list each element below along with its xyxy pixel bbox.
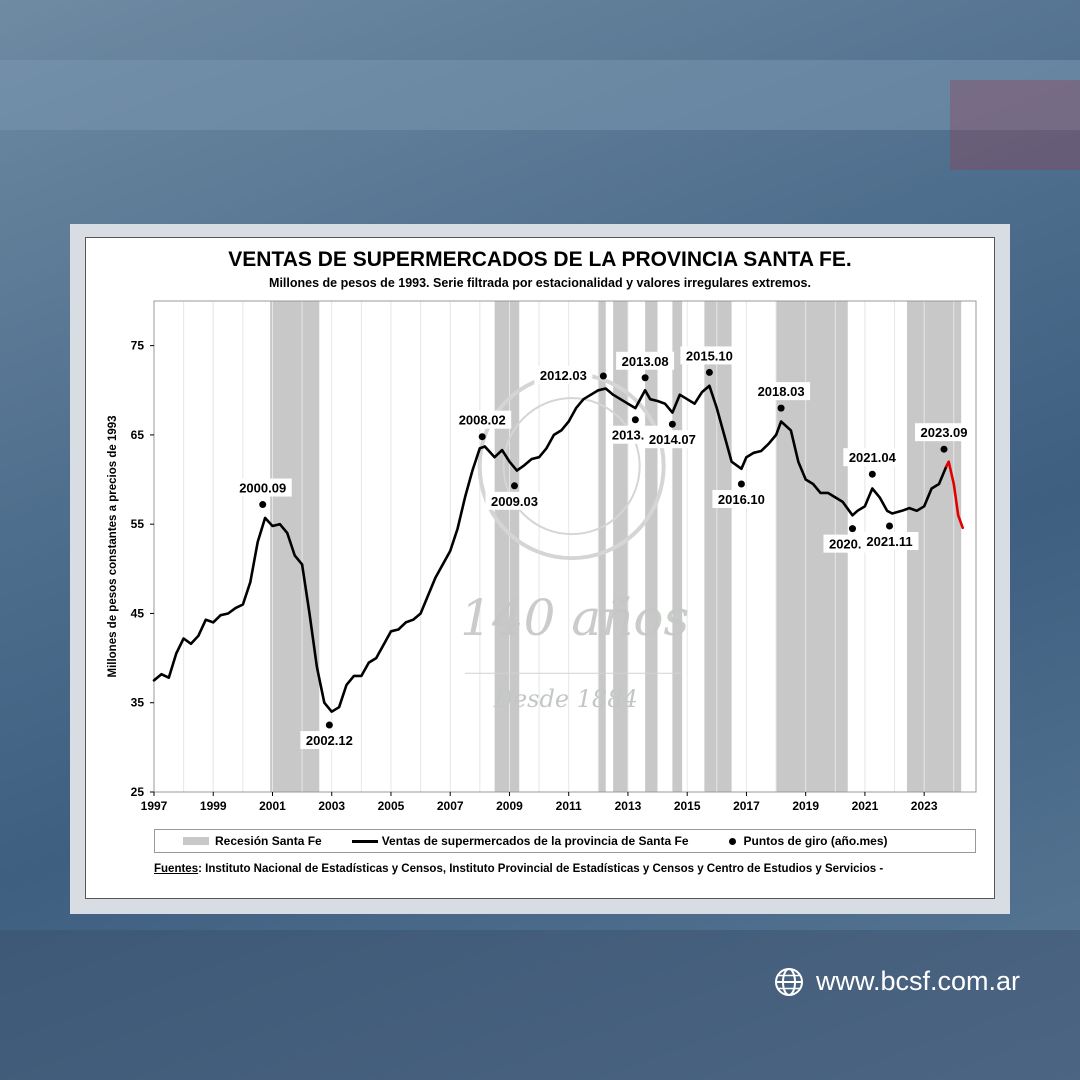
chart-sources: Fuentes: Instituto Nacional de Estadísti… <box>154 863 883 875</box>
y-tick-label: 35 <box>131 696 145 710</box>
turning-point-label: 2013.08 <box>622 354 669 369</box>
turning-point-dot <box>478 433 486 441</box>
turning-point-label: 2000.09 <box>239 481 286 496</box>
recession-band <box>494 301 520 792</box>
x-tick-label: 2023 <box>911 799 938 813</box>
x-tick-label: 2013 <box>615 799 642 813</box>
recession-band <box>598 301 606 792</box>
legend-recession-swatch <box>183 837 209 845</box>
sources-label: Fuentes <box>154 863 199 875</box>
background-cart-band <box>0 930 1080 1080</box>
x-tick-label: 2001 <box>259 799 286 813</box>
turning-point-label: 2012.03 <box>540 368 587 383</box>
recession-band <box>270 301 320 792</box>
watermark-since: Desde 1884 <box>493 685 638 713</box>
x-tick-label: 2021 <box>852 799 879 813</box>
turning-point-label: 2018.03 <box>758 384 805 399</box>
turning-point-label: 2023.09 <box>921 425 968 440</box>
globe-icon <box>774 967 803 996</box>
turning-point-dot <box>848 525 856 533</box>
turning-point-label-bg <box>233 478 292 497</box>
legend-item-series: Ventas de supermercados de la provincia … <box>351 834 689 848</box>
plot-area-border <box>153 300 977 793</box>
watermark-seal-inner <box>502 397 641 536</box>
turning-point-dot <box>325 721 333 729</box>
turning-point-label: 2021.04 <box>849 450 897 465</box>
legend-series-label: Ventas de supermercados de la provincia … <box>381 834 689 848</box>
turning-point-label: 2002.12 <box>306 733 353 748</box>
series-projection-line <box>945 460 964 530</box>
x-tick-label: 1999 <box>200 799 227 813</box>
y-tick-label: 75 <box>131 339 145 353</box>
turning-point-dot <box>599 372 607 380</box>
chart-subtitle: Millones de pesos de 1993. Serie filtrad… <box>269 276 811 290</box>
footer-link[interactable]: www.bcsf.com.ar <box>774 966 1020 997</box>
turning-point-dot <box>641 374 649 382</box>
turning-point-label: 2008.02 <box>459 413 506 428</box>
turning-point-label-bg <box>752 382 811 401</box>
x-tick-label: 1997 <box>141 799 168 813</box>
turning-point-label-bg <box>534 365 593 384</box>
turning-point-label-bg <box>616 351 675 370</box>
legend-item-turning-points: Puntos de giro (año.mes) <box>728 834 888 848</box>
y-tick-label: 55 <box>131 517 145 531</box>
turning-point-label-bg <box>843 448 902 467</box>
y-axis-label: Millones de pesos constantes a precios d… <box>107 415 119 677</box>
turning-point-dot <box>886 522 894 530</box>
turning-point-label: 2016.10 <box>718 492 765 507</box>
turning-point-label-bg <box>712 490 771 509</box>
chart-frame: VENTAS DE SUPERMERCADOS DE LA PROVINCIA … <box>85 237 995 899</box>
turning-point-dot <box>668 420 676 428</box>
footer-url: www.bcsf.com.ar <box>815 966 1020 996</box>
x-tick-label: 2015 <box>674 799 701 813</box>
legend-recession-label: Recesión Santa Fe <box>215 834 322 848</box>
turning-point-dot <box>737 480 745 488</box>
turning-point-dot <box>510 482 518 490</box>
turning-point-label: 2014.07 <box>649 432 696 447</box>
turning-point-dot <box>705 368 713 376</box>
turning-point-dot <box>631 416 639 424</box>
recession-band <box>645 301 658 792</box>
legend-turning-points-label: Puntos de giro (año.mes) <box>743 834 888 848</box>
y-tick-label: 65 <box>131 428 145 442</box>
y-tick-label: 25 <box>131 785 145 799</box>
turning-point-label-bg <box>300 731 359 750</box>
chart-title: VENTAS DE SUPERMERCADOS DE LA PROVINCIA … <box>228 248 852 271</box>
turning-point-label-bg <box>485 491 544 510</box>
x-tick-label: 2011 <box>556 799 582 813</box>
turning-point-label-bg <box>643 430 702 449</box>
chart-card: VENTAS DE SUPERMERCADOS DE LA PROVINCIA … <box>70 224 1010 914</box>
turning-point-label: 2021.11 <box>866 534 912 549</box>
x-tick-label: 2007 <box>437 799 464 813</box>
recession-band <box>704 301 732 792</box>
recession-band <box>672 301 683 792</box>
x-tick-label: 2003 <box>318 799 345 813</box>
turning-point-dot <box>777 404 785 412</box>
turning-point-label: 2009.03 <box>491 494 538 509</box>
legend-dot-swatch <box>728 837 736 845</box>
y-tick-label: 45 <box>131 606 145 620</box>
turning-point-dot <box>868 470 876 478</box>
watermark-years: 140 años <box>460 589 689 647</box>
turning-point-label-bg <box>453 410 512 429</box>
background-red-accent <box>950 80 1080 170</box>
x-tick-label: 2005 <box>378 799 405 813</box>
x-tick-label: 2009 <box>496 799 523 813</box>
turning-point-dot <box>259 501 267 509</box>
turning-point-label-bg <box>680 346 739 365</box>
legend-series-swatch <box>351 839 378 843</box>
x-tick-label: 2017 <box>733 799 760 813</box>
series-line <box>152 384 948 713</box>
turning-point-label: 2015.10 <box>686 348 733 363</box>
chart-svg: 25 35 45 55 65 75 1997 1999 2001 2003 2005 2007 2009… <box>107 300 977 813</box>
chart-legend: Recesión Santa Fe Ventas de supermercado… <box>154 829 976 853</box>
background-shelf-band <box>0 60 1080 130</box>
turning-point-label-bg <box>915 423 974 442</box>
x-tick-label: 2019 <box>792 799 819 813</box>
legend-item-recession: Recesión Santa Fe <box>183 834 322 848</box>
sources-text: : Instituto Nacional de Estadísticas y C… <box>198 863 884 875</box>
turning-point-dot <box>940 445 948 453</box>
turning-point-label-bg <box>860 531 919 550</box>
